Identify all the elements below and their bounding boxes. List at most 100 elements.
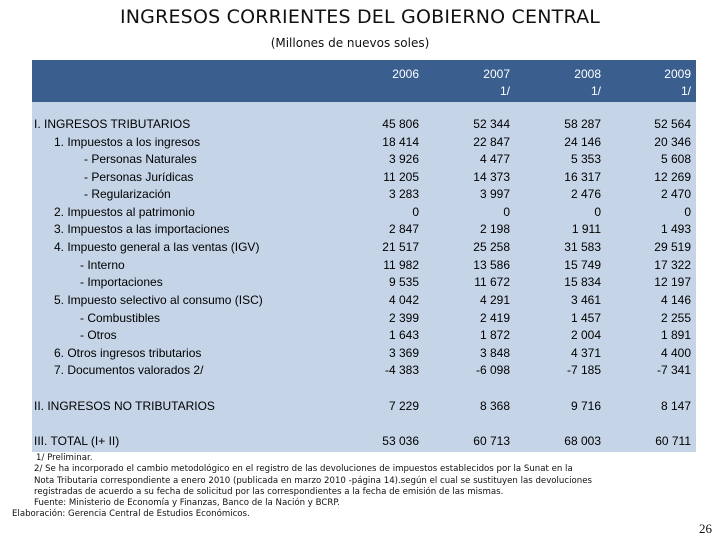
- cell-value: 3 461: [570, 293, 601, 307]
- cell-value: 31 583: [564, 240, 601, 254]
- table-row: - Interno 11 982 13 586 15 749 17 322: [32, 257, 696, 274]
- cell-value: 13 586: [473, 258, 510, 272]
- table-row: 4. Impuesto general a las ventas (IGV) 21…: [32, 239, 696, 256]
- page-number: 26: [699, 521, 712, 536]
- cell-value: 14 373: [473, 170, 510, 184]
- cell-value: 18 414: [382, 135, 419, 149]
- cell-value: 4 400: [660, 346, 691, 360]
- column-note: 1/: [590, 84, 601, 98]
- cell-value: 24 146: [564, 135, 601, 149]
- cell-value: -7 185: [566, 363, 601, 377]
- cell-value: 52 344: [473, 117, 510, 131]
- cell-value: 2 198: [479, 222, 510, 236]
- table-header-band: [32, 60, 696, 102]
- cell-value: 1 891: [660, 328, 691, 342]
- table-row: I. INGRESOS TRIBUTARIOS 45 806 52 344 58 28…: [32, 116, 696, 133]
- column-header-2008: 2008 1/: [531, 66, 601, 100]
- cell-value: -7 341: [656, 363, 691, 377]
- cell-value: 3 283: [388, 187, 419, 201]
- row-label: I. INGRESOS TRIBUTARIOS: [34, 117, 191, 131]
- row-label: 6. Otros ingresos tributarios: [54, 346, 202, 360]
- cell-value: 5 608: [660, 152, 691, 166]
- row-label: - Personas Jurídicas: [84, 170, 194, 184]
- column-year: 2006: [392, 67, 419, 81]
- cell-value: 4 146: [660, 293, 691, 307]
- cell-value: 11 982: [383, 258, 419, 272]
- table-row: 7. Documentos valorados 2/ -4 383 -6 098 -7…: [32, 362, 696, 379]
- cell-value: 1 493: [660, 222, 691, 236]
- row-label: 1. Impuestos a los ingresos: [54, 135, 201, 149]
- row-label: - Otros: [80, 328, 117, 342]
- cell-value: 11 205: [383, 170, 419, 184]
- footnote-source: Fuente: Ministerio de Economía y Finanza…: [34, 498, 340, 509]
- cell-value: 3 369: [388, 346, 419, 360]
- cell-value: 4 291: [479, 293, 510, 307]
- table-row: 3. Impuestos a las importaciones 2 847 2 1…: [32, 221, 696, 238]
- row-label: - Regularización: [84, 187, 171, 201]
- table-row: - Otros 1 643 1 872 2 004 1 891: [32, 327, 696, 344]
- footnote: Nota Tributaria correspondiente a enero …: [34, 475, 592, 486]
- cell-value: 5 353: [570, 152, 601, 166]
- column-header-2009: 2009 1/: [621, 66, 691, 100]
- table-row: - Personas Naturales 3 926 4 477 5 353 5 608: [32, 151, 696, 168]
- cell-value: 1 457: [570, 311, 601, 325]
- cell-value: 45 806: [382, 117, 419, 131]
- table-row: 5. Impuesto selectivo al consumo (ISC) 4 …: [32, 292, 696, 309]
- cell-value: 0: [594, 205, 601, 219]
- cell-value: 9 535: [388, 275, 419, 289]
- cell-value: 16 317: [564, 170, 601, 184]
- row-label: 7. Documentos valorados 2/: [54, 363, 204, 377]
- footnote-elaboration: Elaboración: Gerencia Central de Estudio…: [12, 509, 250, 520]
- cell-value: 25 258: [473, 240, 510, 254]
- table-row: - Importaciones 9 535 11 672 15 834 12 197: [32, 274, 696, 291]
- page-subtitle: (Millones de nuevos soles): [270, 36, 430, 50]
- cell-value: 7 229: [388, 399, 419, 413]
- cell-value: 4 042: [388, 293, 419, 307]
- table-row: - Personas Jurídicas 11 205 14 373 16 317 12…: [32, 169, 696, 186]
- cell-value: -4 383: [384, 363, 419, 377]
- cell-value: 0: [412, 205, 419, 219]
- cell-value: 8 147: [660, 399, 691, 413]
- column-year: 2007: [483, 67, 510, 81]
- table-row: 6. Otros ingresos tributarios 3 369 3 848 4…: [32, 345, 696, 362]
- cell-value: 15 834: [564, 275, 601, 289]
- table-row: 1. Impuestos a los ingresos 18 414 22 847 2…: [32, 134, 696, 151]
- cell-value: 2 255: [660, 311, 691, 325]
- row-label: - Importaciones: [80, 275, 163, 289]
- table-row: III. TOTAL (I+ II) 53 036 60 713 68 003 60 7…: [32, 433, 696, 450]
- cell-value: 17 322: [654, 258, 691, 272]
- column-header-2007: 2007 1/: [440, 66, 510, 100]
- cell-value: 15 749: [564, 258, 601, 272]
- cell-value: 53 036: [382, 434, 419, 448]
- cell-value: 1 643: [388, 328, 419, 342]
- cell-value: 11 672: [474, 275, 510, 289]
- cell-value: 58 287: [564, 117, 601, 131]
- cell-value: 8 368: [479, 399, 510, 413]
- cell-value: 68 003: [564, 434, 601, 448]
- cell-value: 2 419: [479, 311, 510, 325]
- table-row: - Regularización 3 283 3 997 2 476 2 470: [32, 186, 696, 203]
- column-year: 2008: [574, 67, 601, 81]
- column-header-2006: 2006: [349, 66, 419, 83]
- row-label: - Personas Naturales: [84, 152, 197, 166]
- column-note: 1/: [499, 84, 510, 98]
- row-label: 5. Impuesto selectivo al consumo (ISC): [54, 293, 263, 307]
- cell-value: 21 517: [382, 240, 419, 254]
- row-label: 3. Impuestos a las importaciones: [54, 222, 230, 236]
- footnote: registradas de acuerdo a su fecha de sol…: [34, 486, 504, 497]
- cell-value: 2 004: [570, 328, 601, 342]
- cell-value: 9 716: [570, 399, 601, 413]
- cell-value: 52 564: [654, 117, 691, 131]
- cell-value: 12 197: [654, 275, 691, 289]
- cell-value: 1 911: [571, 222, 601, 236]
- cell-value: 29 519: [654, 240, 691, 254]
- footnote: 1/ Preliminar.: [36, 453, 93, 463]
- table-row: II. INGRESOS NO TRIBUTARIOS 7 229 8 368 9 7…: [32, 398, 696, 415]
- cell-value: 2 847: [388, 222, 419, 236]
- row-label: 2. Impuestos al patrimonio: [54, 205, 195, 219]
- cell-value: 3 926: [388, 152, 419, 166]
- row-label: - Combustibles: [80, 311, 161, 325]
- column-note: 1/: [680, 84, 691, 98]
- cell-value: 4 477: [479, 152, 510, 166]
- cell-value: 20 346: [654, 135, 691, 149]
